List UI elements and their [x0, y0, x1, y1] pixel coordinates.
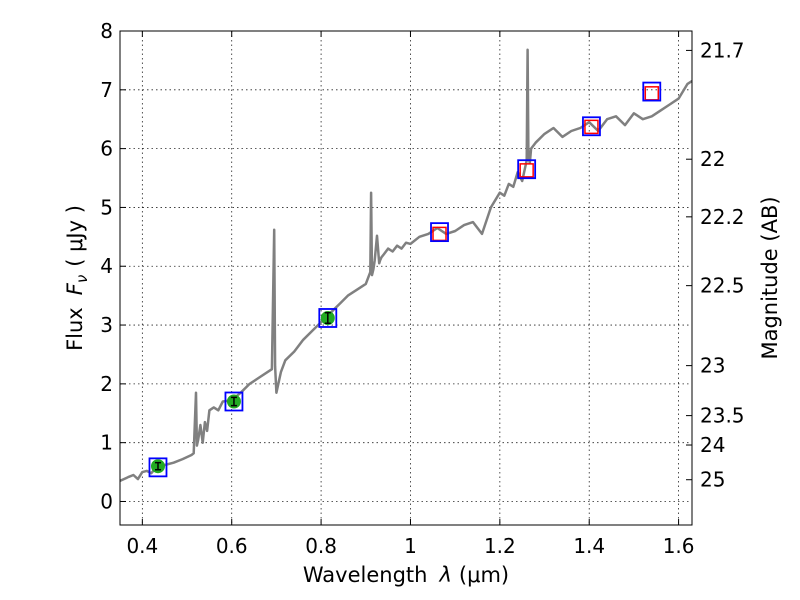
- x-tick-label: 0.8: [305, 534, 337, 558]
- plot-background: [120, 31, 692, 525]
- y-axis-title-symbol: F: [63, 282, 87, 295]
- magnitude-tick-label: 21.7: [700, 38, 745, 62]
- y-axis-title-subscript: ν: [73, 275, 91, 283]
- x-tick-label: 1: [404, 534, 417, 558]
- y-axis-title-prefix: Flux: [63, 307, 87, 351]
- y2-axis-title: Magnitude (AB): [758, 196, 782, 359]
- model-flux-box: [642, 81, 662, 102]
- nir-flux-marker: [519, 163, 534, 178]
- plot-frame: [119, 30, 693, 526]
- y-tick-label: 2: [100, 372, 113, 396]
- magnitude-tick-label: 22: [700, 147, 725, 171]
- x-axis-title-prefix: Wavelength: [303, 563, 428, 587]
- y-tick-label: 0: [100, 489, 113, 513]
- magnitude-tick-label: 22.2: [700, 205, 745, 229]
- model-flux-box: [430, 222, 449, 243]
- x-tick-label: 0.4: [126, 534, 158, 558]
- series-layer: [120, 48, 692, 483]
- magnitude-tick-label: 25: [700, 468, 725, 492]
- marker-layer: [148, 81, 662, 478]
- magnitude-tick-label: 23.5: [700, 404, 745, 428]
- y-axis-flux: 0 1 2 3 4 5 6 7 8: [100, 19, 126, 513]
- model-flux-box: [582, 116, 601, 137]
- x-axis-title-unit: (μm): [459, 563, 509, 587]
- model-flux-box: [318, 308, 338, 328]
- model-flux-box: [224, 391, 244, 412]
- model-flux-box: [517, 159, 537, 180]
- y-tick-label: 1: [100, 431, 113, 455]
- spectrum-line: [120, 48, 692, 483]
- magnitude-tick-label: 23: [700, 354, 725, 378]
- x-axis-title-symbol: λ: [438, 563, 451, 587]
- y-axis-title: Flux Fν ( μJy ): [63, 205, 91, 351]
- y-axis-title-unit: ( μJy ): [63, 205, 87, 267]
- magnitude-tick-label: 24: [700, 433, 725, 457]
- y-tick-label: 4: [100, 254, 113, 278]
- y-tick-label: 6: [100, 137, 113, 161]
- y-tick-label: 8: [100, 19, 113, 43]
- y-axis-magnitude: 21.7 22 22.2 22.5 23 23.5 24 25: [686, 38, 745, 492]
- x-tick-label: 1.6: [663, 534, 695, 558]
- model-flux-box: [148, 457, 168, 478]
- magnitude-tick-label: 22.5: [700, 274, 745, 298]
- x-tick-label: 1.4: [573, 534, 605, 558]
- x-tick-label: 0.6: [216, 534, 248, 558]
- x-tick-label: 1.2: [484, 534, 516, 558]
- x-axis: 0.4 0.6 0.8 1 1.2 1.4 1.6: [126, 31, 695, 558]
- nir-flux-marker: [584, 119, 599, 135]
- x-axis-title: Wavelength λ (μm): [303, 563, 509, 587]
- y-tick-label: 3: [100, 313, 113, 337]
- y-tick-label: 7: [100, 78, 113, 102]
- y-tick-label: 5: [100, 195, 113, 219]
